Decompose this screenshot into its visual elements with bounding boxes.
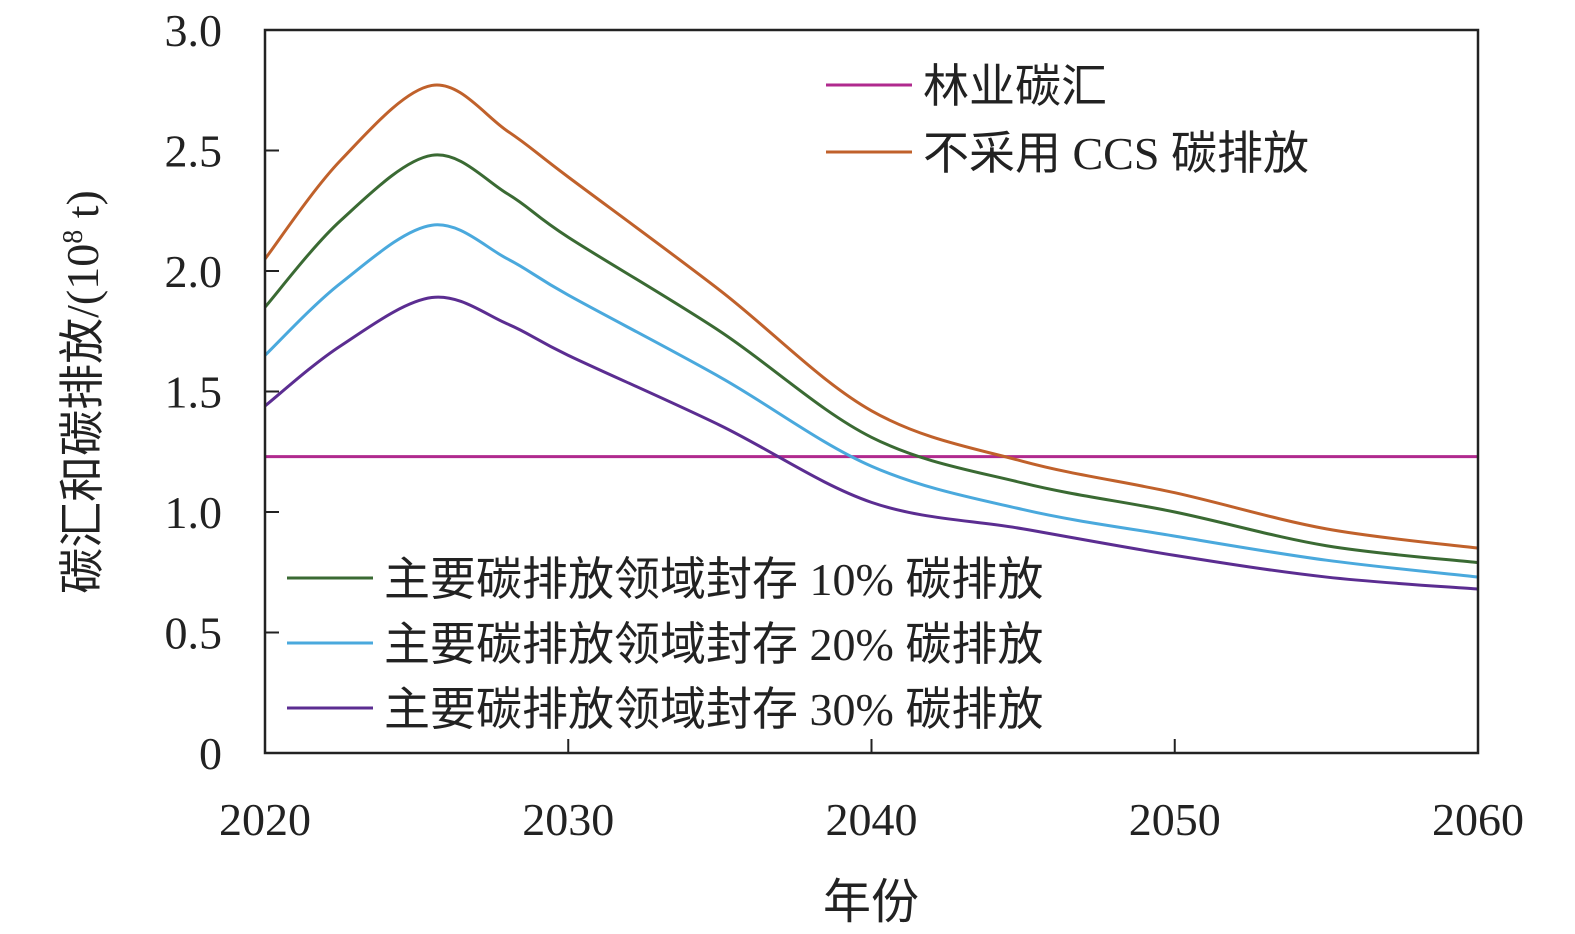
x-tick-label: 2040 xyxy=(826,794,918,845)
series-line-2 xyxy=(263,153,1479,565)
x-tick-label: 2050 xyxy=(1129,794,1221,845)
legend-label: 主要碳排放领域封存 30% 碳排放 xyxy=(384,684,1043,735)
legend-label: 林业碳汇 xyxy=(923,61,1107,112)
x-tick-label: 2030 xyxy=(522,794,614,845)
y-tick-label: 1.0 xyxy=(165,487,223,538)
y-tick-label: 2.0 xyxy=(165,246,223,297)
y-tick-label: 2.5 xyxy=(165,126,223,177)
x-tick-label: 2020 xyxy=(219,794,311,845)
series-line-1 xyxy=(263,83,1479,550)
y-tick-label: 0 xyxy=(199,728,222,779)
series-line-4 xyxy=(264,295,1479,591)
y-tick-label: 3.0 xyxy=(165,5,223,56)
series-line-3 xyxy=(263,223,1479,579)
legend-label: 不采用 CCS 碳排放 xyxy=(923,128,1309,179)
plot-frame xyxy=(263,28,1480,755)
x-tick-label: 2060 xyxy=(1432,794,1524,845)
y-tick-label: 1.5 xyxy=(165,367,223,418)
y-axis-label: 碳汇和碳排放/(108 t) xyxy=(57,190,108,594)
y-tick-label: 0.5 xyxy=(165,608,223,659)
x-axis-label: 年份 xyxy=(823,876,919,929)
legend-label: 主要碳排放领域封存 20% 碳排放 xyxy=(384,619,1043,670)
legend-label: 主要碳排放领域封存 10% 碳排放 xyxy=(384,554,1043,605)
